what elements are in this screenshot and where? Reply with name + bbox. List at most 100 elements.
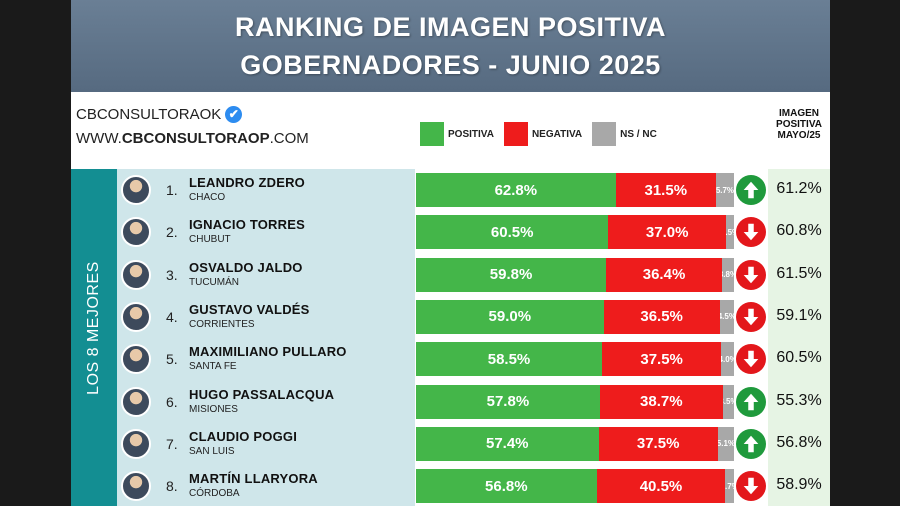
governor-province: MISIONES [189,403,238,415]
may-header-line-3: MAYO/25 [777,130,821,141]
brand-url-suffix: .COM [269,130,309,147]
ranking-card: RANKING DE IMAGEN POSITIVA GOBERNADORES … [71,0,830,506]
rank-number: 2. [166,224,178,241]
may-value: 59.1% [776,306,822,324]
brand-url: WWW.CBCONSULTORAOP.COM [76,130,309,147]
may-value: 55.3% [776,391,822,409]
bar-segment-nsnc: 5.7% [715,173,734,207]
avatar [121,175,151,205]
stacked-bar: 62.8% 31.5% 5.7% [416,173,734,207]
bar-segment-positiva: 57.8% [416,384,600,419]
legend-label-positiva: POSITIVA [448,128,494,140]
may-value: 61.5% [776,264,822,282]
stacked-bar: 56.8%40.5%2.7% [416,469,734,504]
governor-province: CÓRDOBA [189,488,240,500]
arrow-down-icon [736,471,766,502]
bar-segment-nsnc: 2.7% [725,469,734,504]
bar-segment-negativa: 37.5% [598,426,718,461]
bar-segment-negativa: 40.5% [596,469,726,504]
rank-number: 3. [166,266,178,283]
legend-item-negativa: NEGATIVA [503,122,583,146]
side-band [71,169,117,506]
governor-province: TUCUMÁN [189,276,239,288]
bar-segment-positiva: 60.5% [416,215,609,250]
may-value: 60.5% [776,349,822,367]
arrow-down-icon [736,259,766,290]
may-header-line-2: POSITIVA [776,119,822,130]
bar-segment-nsnc: 5.1% [717,426,734,461]
stacked-bar: 59.8%36.4%3.8% [416,257,734,292]
may-value: 60.8% [776,222,822,240]
governor-province: SANTA FE [189,361,237,373]
arrow-down-icon [736,301,766,332]
legend-label-negativa: NEGATIVA [531,128,583,140]
governor-province: CHACO [189,192,226,203]
stacked-bar: 58.5%37.5%4.0% [416,342,734,377]
rank-number: 7. [166,435,178,452]
governor-name: MARTÍN LLARYORA [189,471,318,487]
rank-number: 8. [166,478,178,495]
stacked-bar: 60.5%37.0%2.5% [416,215,734,250]
bar-segment-positiva: 59.0% [416,299,604,334]
bar-segment-negativa: 36.5% [603,299,720,334]
bar-segment-negativa: 31.5% [615,173,716,207]
governor-name: CLAUDIO POGGI [189,428,298,444]
rank-number: 1. [166,182,178,198]
governor-name: MAXIMILIANO PULLARO [189,344,347,360]
avatar [121,301,151,332]
rank-number: 4. [166,308,178,325]
may-column-header: IMAGEN POSITIVA MAYO/25 [768,108,830,141]
bar-segment-nsnc: 2.5% [726,215,734,250]
may-value: 61.2% [776,180,822,197]
avatar [121,259,151,290]
governor-province: CORRIENTES [189,318,255,330]
legend-swatch-positiva [420,122,444,146]
rank-number: 5. [166,351,178,368]
bar-segment-positiva: 59.8% [416,257,607,292]
bar-segment-nsnc: 4.5% [719,299,734,334]
avatar [121,217,151,248]
table-row: 7. CLAUDIO POGGI SAN LUIS 57.4% 37.5% 5.1% 56.… [71,425,830,463]
header-banner: RANKING DE IMAGEN POSITIVA GOBERNADORES … [71,0,830,92]
governor-province: SAN LUIS [189,445,235,457]
bar-segment-positiva: 62.8% [416,173,616,207]
governor-province: CHUBUT [189,234,231,246]
chart-title-line-1: RANKING DE IMAGEN POSITIVA [234,12,667,42]
bar-segment-negativa: 36.4% [606,257,722,292]
brand-url-bold: CBCONSULTORAOP [121,130,270,147]
bar-segment-nsnc: 4.0% [721,342,734,377]
legend-swatch-nsnc [592,122,617,146]
avatar [121,344,151,375]
rank-number: 6. [166,393,178,410]
brand-handle: CBCONSULTORAOK ✔ [76,106,243,123]
bar-segment-positiva: 58.5% [416,342,603,377]
arrow-down-icon [736,344,766,375]
arrow-down-icon [736,217,766,248]
stacked-bar: 59.0%36.5%4.5% [416,299,734,334]
legend-item-nsnc: NS / NC [592,122,657,146]
stacked-bar: 57.8%38.7%3.5% [416,384,734,419]
bar-segment-nsnc: 3.8% [721,257,734,292]
governor-name: OSVALDO JALDO [189,259,303,275]
legend: POSITIVA NEGATIVA NS / NC [420,122,667,146]
bar-segment-negativa: 37.0% [608,215,727,250]
bar-segment-positiva: 57.4% [416,426,599,461]
brand-handle-text: CBCONSULTORAOK [76,106,222,123]
legend-item-positiva: POSITIVA [420,122,494,146]
governor-name: HUGO PASSALACQUA [189,386,335,402]
governor-name: LEANDRO ZDERO [189,175,305,190]
chart-title-line-2: GOBERNADORES - JUNIO 2025 [240,50,661,80]
bar-segment-negativa: 38.7% [599,384,723,419]
brand-url-prefix: WWW. [76,130,122,147]
may-header-line-1: IMAGEN [779,108,819,119]
governor-name: IGNACIO TORRES [189,217,305,233]
legend-swatch-negativa [503,122,528,146]
arrow-up-icon [736,428,766,459]
names-panel [117,169,415,506]
